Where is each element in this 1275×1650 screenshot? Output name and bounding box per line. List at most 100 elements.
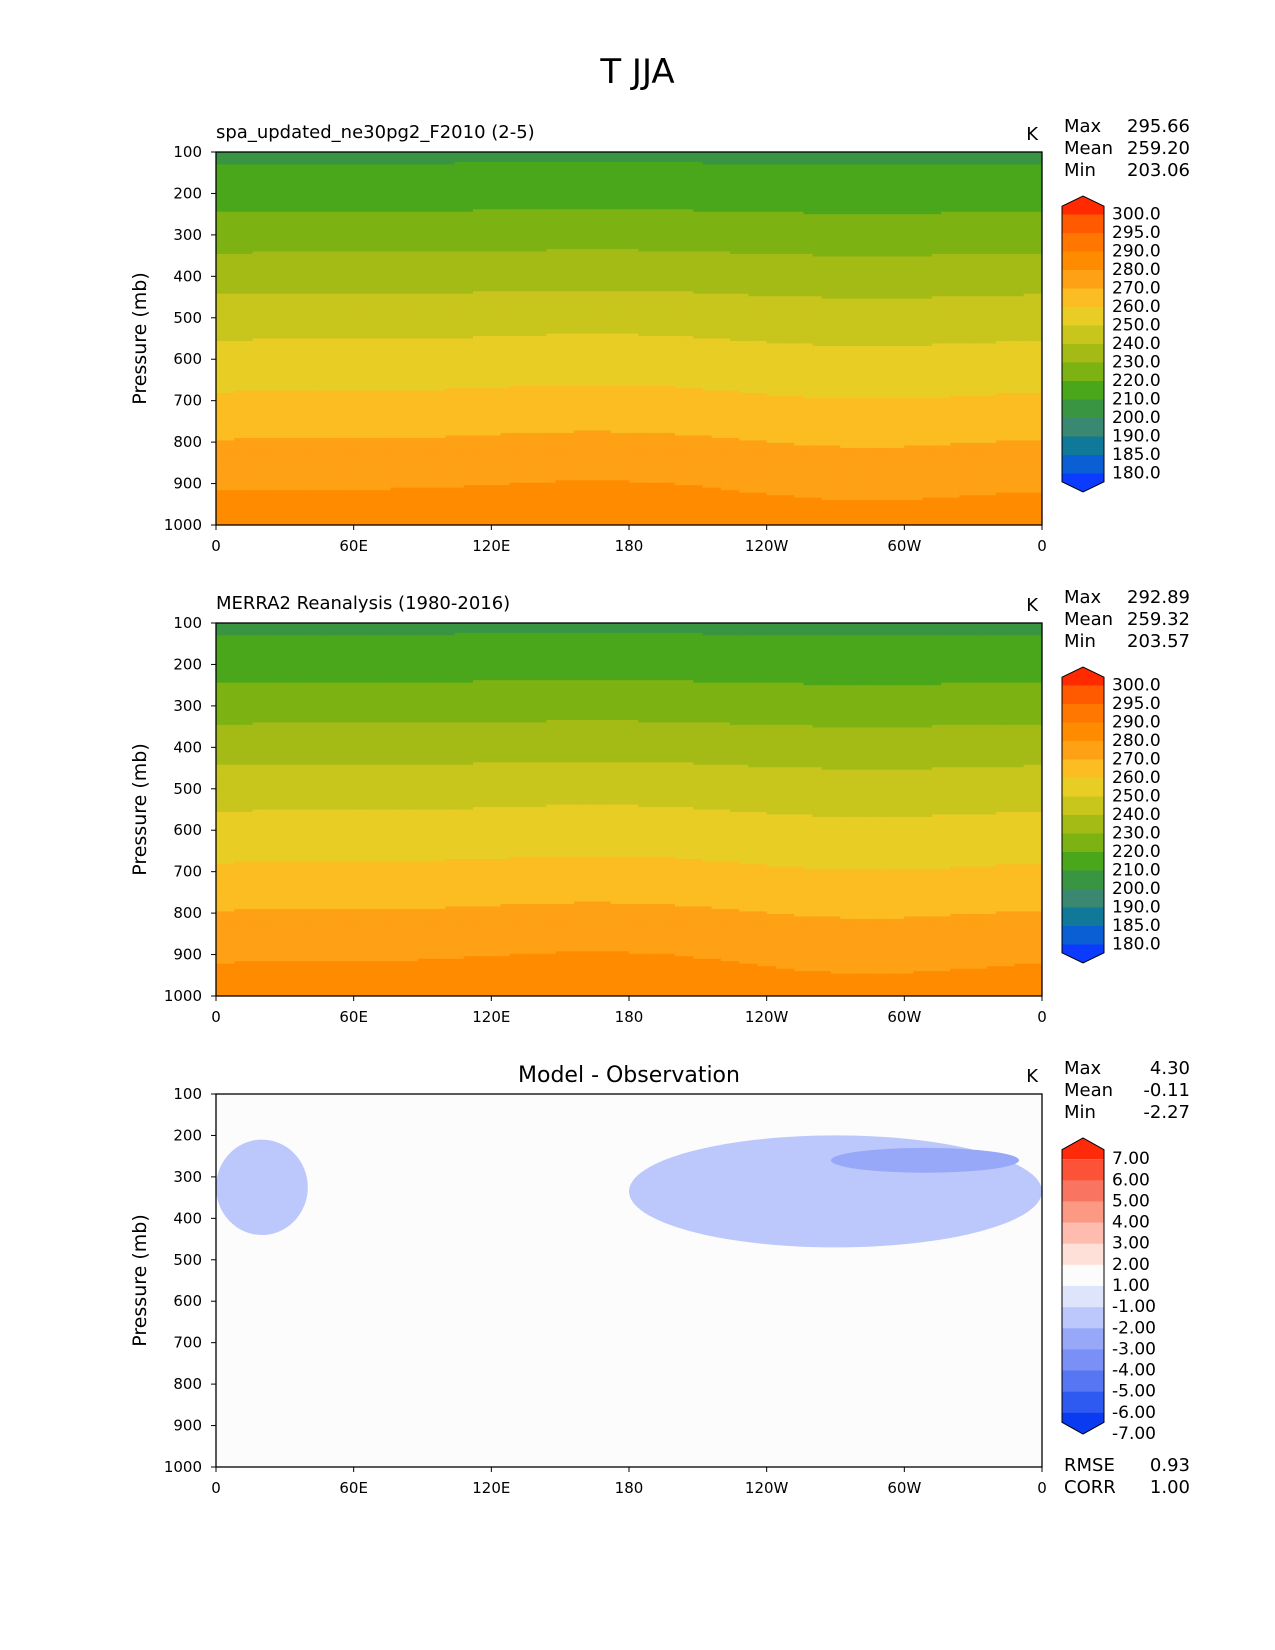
- field-cell: [583, 181, 593, 185]
- field-cell: [647, 176, 658, 180]
- field-cell: [757, 189, 768, 193]
- field-cell: [573, 253, 584, 258]
- field-cell: [344, 226, 355, 230]
- field-cell: [537, 184, 547, 188]
- field-cell: [693, 206, 704, 210]
- field-cell: [307, 221, 318, 225]
- field-cell: [564, 169, 575, 173]
- field-cell: [684, 229, 694, 233]
- field-cell: [472, 219, 483, 223]
- field-cell: [876, 241, 887, 245]
- field-cell: [647, 181, 658, 185]
- field-cell: [381, 244, 391, 248]
- field-cell: [261, 241, 272, 245]
- field-cell: [564, 211, 575, 215]
- field-cell: [518, 231, 529, 235]
- field-cell: [638, 204, 648, 208]
- field-cell: [326, 201, 336, 205]
- field-cell: [931, 231, 942, 235]
- field-cell: [931, 152, 942, 156]
- field-cell: [528, 229, 538, 233]
- field-cell: [399, 196, 410, 200]
- field-cell: [1014, 234, 1025, 238]
- field-cell: [307, 159, 318, 163]
- field-cell: [344, 234, 355, 238]
- field-cell: [922, 199, 933, 203]
- field-cell: [601, 184, 612, 188]
- field-cell: [941, 219, 951, 223]
- field-cell: [216, 206, 226, 210]
- field-cell: [858, 169, 869, 173]
- field-cell: [757, 171, 768, 175]
- field-cell: [381, 209, 391, 213]
- field-cell: [225, 256, 235, 260]
- field-cell: [353, 154, 364, 158]
- field-cell: [271, 219, 281, 223]
- field-cell: [390, 159, 401, 163]
- field-cell: [766, 248, 777, 253]
- field-cell: [344, 206, 355, 210]
- field-cell: [463, 241, 474, 245]
- field-cell: [518, 251, 529, 255]
- field-cell: [491, 211, 502, 215]
- field-cell: [261, 161, 272, 166]
- field-cell: [390, 224, 401, 228]
- field-cell: [885, 154, 896, 158]
- field-cell: [748, 181, 759, 185]
- field-cell: [408, 221, 419, 225]
- field-cell: [629, 184, 639, 188]
- field-cell: [794, 152, 804, 156]
- field-cell: [353, 156, 364, 161]
- field-cell: [904, 169, 915, 173]
- field-cell: [876, 234, 887, 238]
- field-cell: [381, 176, 391, 180]
- field-cell: [849, 154, 860, 158]
- field-cell: [417, 154, 428, 158]
- field-cell: [1023, 231, 1034, 235]
- field-cell: [684, 221, 694, 225]
- field-cell: [417, 179, 428, 183]
- field-cell: [757, 224, 768, 228]
- field-cell: [867, 181, 878, 185]
- field-cell: [537, 246, 547, 250]
- field-cell: [546, 174, 557, 178]
- field-cell: [243, 184, 254, 188]
- field-cell: [500, 214, 511, 218]
- field-cell: [509, 206, 520, 210]
- field-cell: [913, 166, 924, 171]
- field-cell: [399, 154, 410, 158]
- field-cell: [803, 184, 814, 188]
- field-cell: [381, 201, 391, 205]
- field-cell: [610, 239, 621, 243]
- field-cell: [335, 246, 346, 250]
- field-cell: [518, 156, 529, 161]
- field-cell: [417, 231, 428, 235]
- field-cell: [381, 164, 391, 168]
- field-cell: [684, 224, 694, 228]
- field-cell: [986, 236, 997, 240]
- field-cell: [344, 221, 355, 225]
- field-cell: [381, 253, 391, 258]
- field-cell: [326, 219, 336, 223]
- field-cell: [977, 189, 988, 193]
- field-cell: [711, 184, 722, 188]
- field-cell: [362, 176, 373, 180]
- field-cell: [546, 206, 557, 210]
- field-cell: [390, 251, 401, 255]
- field-cell: [436, 201, 447, 205]
- field-cell: [977, 229, 988, 233]
- field-cell: [693, 244, 704, 248]
- field-cell: [849, 224, 860, 228]
- field-cell: [564, 176, 575, 180]
- field-cell: [271, 199, 281, 203]
- field-cell: [344, 214, 355, 218]
- field-cell: [243, 199, 254, 203]
- field-cell: [729, 156, 740, 161]
- field-cell: [867, 161, 878, 166]
- field-cell: [665, 236, 676, 240]
- field-cell: [941, 231, 951, 235]
- field-cell: [445, 191, 456, 195]
- field-cell: [693, 174, 704, 178]
- field-cell: [362, 189, 373, 193]
- field-cell: [381, 161, 391, 166]
